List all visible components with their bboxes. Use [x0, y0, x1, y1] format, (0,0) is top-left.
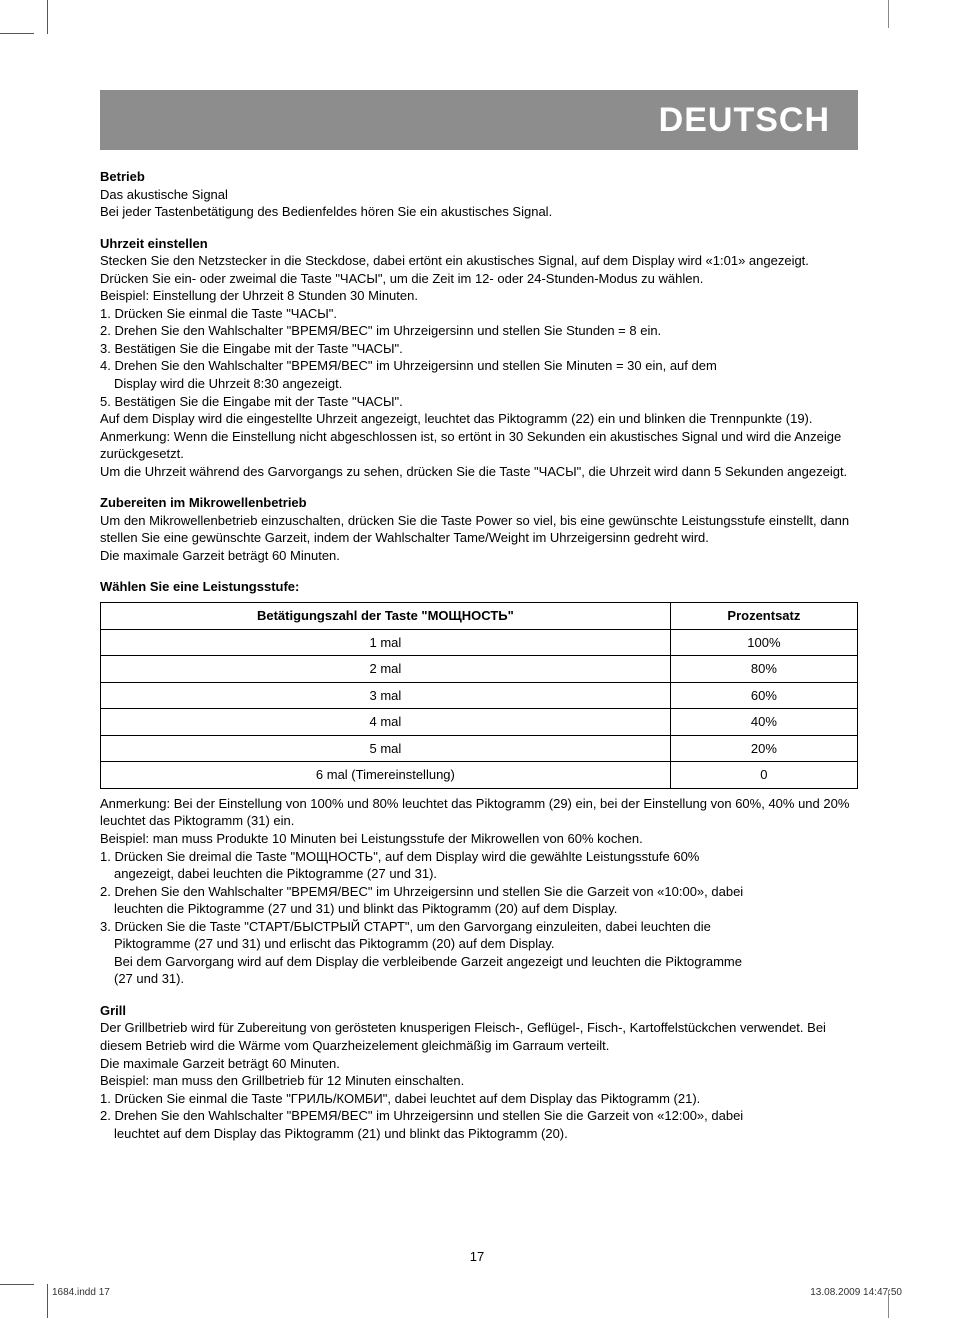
- cell: 80%: [670, 656, 857, 683]
- footer-timestamp: 13.08.2009 14:47:50: [810, 1287, 902, 1298]
- text: Auf dem Display wird die eingestellte Uh…: [100, 410, 858, 428]
- step: 2. Drehen Sie den Wahlschalter "ВРЕМЯ/ВЕ…: [100, 1107, 858, 1125]
- step: 3. Bestätigen Sie die Eingabe mit der Ta…: [100, 340, 858, 358]
- crop-mark: [0, 33, 34, 34]
- cell: 100%: [670, 629, 857, 656]
- heading-uhrzeit: Uhrzeit einstellen: [100, 235, 858, 253]
- step: 3. Drücken Sie die Taste "СТАРТ/БЫСТРЫЙ …: [100, 918, 858, 936]
- step: 1. Drücken Sie einmal die Taste "ГРИЛЬ/К…: [100, 1090, 858, 1108]
- col-percent: Prozentsatz: [670, 603, 857, 630]
- table-row: 2 mal80%: [101, 656, 858, 683]
- step: 2. Drehen Sie den Wahlschalter "ВРЕМЯ/ВЕ…: [100, 322, 858, 340]
- crop-mark: [0, 1284, 34, 1285]
- step: 5. Bestätigen Sie die Eingabe mit der Ta…: [100, 393, 858, 411]
- step-cont: leuchtet auf dem Display das Piktogramm …: [100, 1125, 858, 1143]
- text: Beispiel: Einstellung der Uhrzeit 8 Stun…: [100, 287, 858, 305]
- margin-mark: [888, 0, 889, 28]
- text: Der Grillbetrieb wird für Zubereitung vo…: [100, 1019, 858, 1054]
- cell: 40%: [670, 709, 857, 736]
- footer-file: 1684.indd 17: [52, 1287, 110, 1298]
- table-row: 1 mal100%: [101, 629, 858, 656]
- page-number: 17: [0, 1249, 954, 1264]
- cell: 60%: [670, 682, 857, 709]
- table-row: 3 mal60%: [101, 682, 858, 709]
- text: Die maximale Garzeit beträgt 60 Minuten.: [100, 1055, 858, 1073]
- step: 1. Drücken Sie dreimal die Taste "МОЩНОС…: [100, 848, 858, 866]
- cell: 1 mal: [101, 629, 671, 656]
- step-cont: angezeigt, dabei leuchten die Piktogramm…: [100, 865, 858, 883]
- text: Das akustische Signal: [100, 186, 858, 204]
- crop-mark: [47, 1284, 48, 1318]
- body-text: Betrieb Das akustische Signal Bei jeder …: [100, 150, 858, 1142]
- table-row: 6 mal (Timereinstellung)0: [101, 762, 858, 789]
- text: Stecken Sie den Netzstecker in die Steck…: [100, 252, 858, 287]
- text: Um die Uhrzeit während des Garvorgangs z…: [100, 463, 858, 481]
- power-table: Betätigungszahl der Taste "МОЩНОСТЬ" Pro…: [100, 602, 858, 789]
- content-area: DEUTSCH Betrieb Das akustische Signal Be…: [100, 90, 858, 1142]
- cell: 6 mal (Timereinstellung): [101, 762, 671, 789]
- heading-leistungsstufe: Wählen Sie eine Leistungsstufe:: [100, 578, 858, 596]
- text: Bei jeder Tastenbetätigung des Bedienfel…: [100, 203, 858, 221]
- cell: 20%: [670, 735, 857, 762]
- cell: 5 mal: [101, 735, 671, 762]
- text: Beispiel: man muss Produkte 10 Minuten b…: [100, 830, 858, 848]
- col-presses: Betätigungszahl der Taste "МОЩНОСТЬ": [101, 603, 671, 630]
- step-cont: Display wird die Uhrzeit 8:30 angezeigt.: [100, 375, 858, 393]
- step: 1. Drücken Sie einmal die Taste "ЧАСЫ".: [100, 305, 858, 323]
- cell: 2 mal: [101, 656, 671, 683]
- step-cont: Piktogramme (27 und 31) und erlischt das…: [100, 935, 858, 953]
- text: Die maximale Garzeit beträgt 60 Minuten.: [100, 547, 858, 565]
- step-cont: (27 und 31).: [100, 970, 858, 988]
- cell: 0: [670, 762, 857, 789]
- heading-grill: Grill: [100, 1002, 858, 1020]
- step-cont: Bei dem Garvorgang wird auf dem Display …: [100, 953, 858, 971]
- text: Anmerkung: Wenn die Einstellung nicht ab…: [100, 428, 858, 463]
- crop-mark: [47, 0, 48, 34]
- page: DEUTSCH Betrieb Das akustische Signal Be…: [0, 0, 954, 1318]
- step-cont: leuchten die Piktogramme (27 und 31) und…: [100, 900, 858, 918]
- heading-betrieb: Betrieb: [100, 168, 858, 186]
- step: 2. Drehen Sie den Wahlschalter "ВРЕМЯ/ВЕ…: [100, 883, 858, 901]
- table-row: 4 mal40%: [101, 709, 858, 736]
- step: 4. Drehen Sie den Wahlschalter "ВРЕМЯ/ВЕ…: [100, 357, 858, 375]
- table-row: 5 mal20%: [101, 735, 858, 762]
- table-header-row: Betätigungszahl der Taste "МОЩНОСТЬ" Pro…: [101, 603, 858, 630]
- cell: 4 mal: [101, 709, 671, 736]
- heading-mikrowelle: Zubereiten im Mikrowellenbetrieb: [100, 494, 858, 512]
- cell: 3 mal: [101, 682, 671, 709]
- text: Beispiel: man muss den Grillbetrieb für …: [100, 1072, 858, 1090]
- text: Um den Mikrowellenbetrieb einzuschalten,…: [100, 512, 858, 547]
- language-banner: DEUTSCH: [100, 90, 858, 150]
- text: Anmerkung: Bei der Einstellung von 100% …: [100, 795, 858, 830]
